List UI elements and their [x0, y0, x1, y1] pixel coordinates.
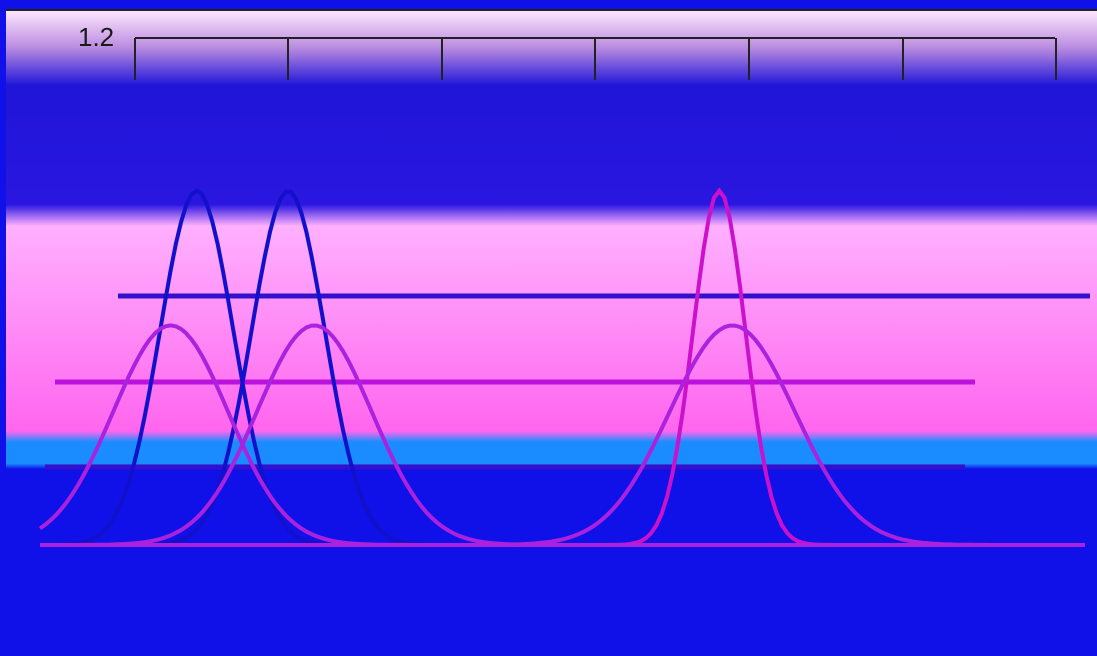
- grid-lines: [45, 293, 1090, 470]
- plot-background: [6, 10, 1097, 550]
- y-tick-label-top: 1.2: [78, 22, 115, 52]
- frame-top-ticks: [6, 9, 1097, 80]
- series-line-5: [40, 323, 1085, 547]
- plot-frame: [6, 9, 1097, 80]
- series-curves: [38, 187, 1085, 547]
- series-line-4: [40, 323, 1085, 547]
